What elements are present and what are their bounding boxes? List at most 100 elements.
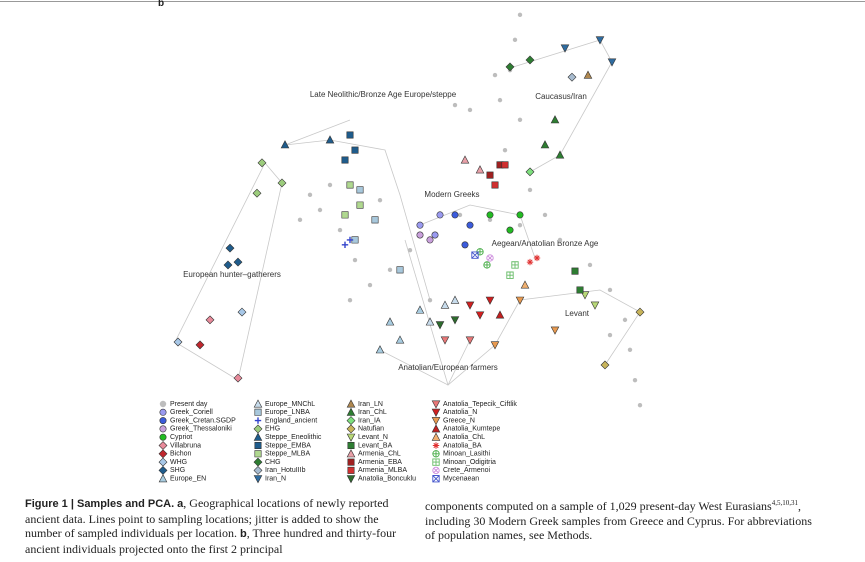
legend-label: Europe_LNBA <box>265 409 310 416</box>
point <box>158 474 168 483</box>
legend-label: Present day <box>170 401 208 408</box>
annotation: Late Neolithic/Bronze Age Europe/steppe <box>310 90 457 99</box>
point <box>341 156 349 164</box>
point <box>600 360 610 370</box>
point <box>450 295 460 304</box>
annotation: Levant <box>565 309 590 318</box>
point <box>595 36 605 45</box>
legend-label: Minoan_Lasithi <box>443 451 491 458</box>
point <box>233 257 243 267</box>
point <box>501 161 509 169</box>
point <box>431 432 441 441</box>
point <box>341 241 349 249</box>
point <box>253 432 263 441</box>
point <box>555 150 565 159</box>
point <box>297 217 303 223</box>
point <box>475 311 485 320</box>
point <box>375 345 385 354</box>
annotation: Aegean/Anatolian Bronze Age <box>492 239 599 248</box>
legend-label: WHG <box>170 459 187 466</box>
legend-label: SHG <box>170 467 185 474</box>
point <box>195 340 205 350</box>
point <box>233 373 243 383</box>
point <box>254 417 262 424</box>
point <box>337 227 343 233</box>
point <box>436 211 444 219</box>
legend-label: Iran_N <box>265 476 286 483</box>
point <box>560 44 570 53</box>
legend-label: Steppe_Eneolithic <box>265 434 322 441</box>
point <box>550 326 560 335</box>
panel-label: b <box>158 0 164 9</box>
point <box>452 102 458 108</box>
point <box>346 416 356 426</box>
point <box>352 257 358 263</box>
point <box>466 221 474 229</box>
point <box>159 425 167 433</box>
point <box>159 408 167 416</box>
point <box>159 417 167 425</box>
point <box>607 58 617 67</box>
point <box>506 271 514 279</box>
legend-label: Steppe_EMBA <box>265 442 311 449</box>
point <box>431 231 439 239</box>
point <box>467 107 473 113</box>
point <box>253 457 263 467</box>
point <box>346 181 354 189</box>
legend-label: Iran_ChL <box>358 409 387 416</box>
point <box>431 400 441 409</box>
point <box>253 399 263 408</box>
annotation: Anatolian/European farmers <box>398 363 498 372</box>
caption-left: Figure 1 | Samples and PCA. a, Geographi… <box>25 496 410 556</box>
point <box>542 212 548 218</box>
point <box>205 315 215 325</box>
point <box>253 424 263 434</box>
point <box>497 97 503 103</box>
point <box>280 140 290 149</box>
point <box>158 449 168 459</box>
point <box>622 317 628 323</box>
legend-label: Steppe_MLBA <box>265 451 310 458</box>
point <box>327 182 333 188</box>
point <box>486 254 494 262</box>
point <box>223 260 233 270</box>
point <box>225 243 235 253</box>
point <box>351 236 359 244</box>
figure: b Late Neolithic/Bronze Age Europe/stepp… <box>0 0 865 484</box>
point <box>435 321 445 330</box>
point <box>254 408 262 416</box>
point <box>356 186 364 194</box>
point <box>346 424 356 434</box>
point <box>475 165 485 174</box>
point <box>461 241 469 249</box>
caption-text: , including 30 Modern Greek samples from… <box>425 499 812 542</box>
point <box>607 332 613 338</box>
point <box>607 287 613 293</box>
point <box>505 62 515 72</box>
point <box>517 12 523 18</box>
point <box>325 135 335 144</box>
legend-label: Greek_Coriell <box>170 409 213 416</box>
legend-label: Crete_Armenoi <box>443 467 491 474</box>
point <box>158 441 168 450</box>
legend-label: Mycenaean <box>443 476 479 483</box>
legend-label: Europe_EN <box>170 476 206 483</box>
point <box>486 211 494 219</box>
point <box>377 197 383 203</box>
point <box>254 450 262 458</box>
point <box>385 317 395 326</box>
point <box>515 296 525 305</box>
point <box>491 181 499 189</box>
point <box>576 286 584 294</box>
legend-label: Armenia_MLBA <box>358 467 407 474</box>
point <box>583 70 593 79</box>
caption-text: components computed on a sample of 1,029… <box>425 499 772 513</box>
legend-label: CHG <box>265 459 281 466</box>
point <box>432 458 440 466</box>
point <box>426 236 434 244</box>
point <box>307 192 313 198</box>
point <box>517 222 523 228</box>
point <box>465 301 475 310</box>
legend-label: Anatolia_N <box>443 409 477 416</box>
point <box>471 251 479 259</box>
